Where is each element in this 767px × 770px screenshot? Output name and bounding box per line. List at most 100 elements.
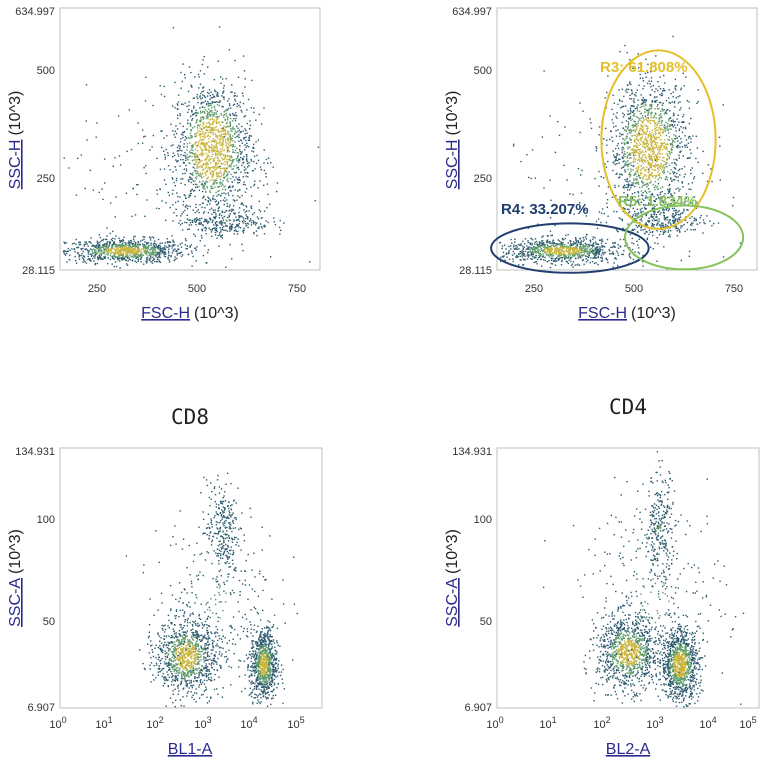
event-point	[140, 240, 142, 242]
event-point	[220, 167, 223, 170]
event-point	[150, 242, 152, 244]
event-point	[530, 246, 532, 249]
event-point	[183, 162, 186, 164]
event-point	[208, 221, 210, 223]
event-point	[126, 150, 128, 153]
event-point	[235, 112, 237, 114]
event-point	[649, 146, 651, 149]
event-point	[662, 88, 665, 90]
event-point	[189, 162, 191, 165]
event-point	[209, 208, 211, 211]
event-point	[634, 178, 637, 180]
event-point	[583, 254, 585, 256]
event-point	[515, 256, 517, 258]
event-point	[539, 256, 541, 258]
event-point	[627, 146, 629, 148]
event-point	[104, 182, 106, 184]
event-point	[253, 232, 255, 235]
event-point	[99, 255, 101, 258]
event-point	[208, 122, 211, 124]
event-point	[172, 105, 174, 107]
event-point	[564, 258, 566, 260]
event-point	[199, 219, 201, 222]
event-point	[629, 137, 631, 139]
event-point	[520, 251, 523, 253]
event-point	[513, 244, 515, 246]
event-point	[613, 102, 615, 104]
event-point	[676, 159, 678, 161]
event-point	[132, 248, 134, 250]
event-point	[148, 244, 150, 246]
event-point	[163, 168, 166, 170]
event-point	[661, 94, 664, 96]
event-point	[273, 217, 275, 219]
event-point	[633, 152, 635, 154]
event-point	[250, 221, 253, 224]
event-point	[155, 255, 157, 258]
event-point	[674, 137, 677, 140]
event-point	[661, 159, 663, 161]
event-point	[90, 253, 92, 255]
event-point	[129, 246, 132, 248]
event-point	[84, 187, 86, 190]
event-point	[202, 86, 205, 88]
event-point	[223, 110, 226, 112]
event-point	[124, 255, 126, 258]
event-point	[154, 260, 156, 263]
event-point	[660, 128, 663, 131]
event-point	[207, 112, 209, 114]
event-point	[225, 144, 227, 146]
event-point	[666, 109, 668, 112]
event-point	[201, 206, 203, 209]
event-point	[164, 242, 166, 244]
event-point	[198, 154, 201, 156]
event-point	[533, 256, 536, 258]
event-point	[678, 135, 680, 138]
event-point	[656, 122, 659, 124]
event-point	[223, 136, 225, 138]
y-tick-label: 250	[37, 173, 55, 185]
event-point	[643, 105, 645, 107]
event-point	[122, 253, 124, 255]
event-point	[527, 251, 529, 253]
event-point	[83, 245, 86, 247]
event-point	[609, 250, 611, 252]
event-point	[638, 157, 640, 159]
event-point	[582, 246, 585, 248]
event-point	[660, 116, 662, 119]
event-point	[251, 150, 253, 152]
event-point	[187, 179, 190, 181]
event-point	[143, 263, 145, 265]
event-point	[249, 135, 251, 137]
event-point	[205, 125, 208, 128]
event-point	[581, 246, 583, 248]
event-point	[117, 247, 119, 249]
event-point	[209, 179, 211, 182]
event-point	[195, 203, 197, 206]
event-point	[202, 121, 205, 124]
event-point	[683, 176, 685, 178]
event-point	[152, 246, 155, 249]
event-point	[638, 252, 641, 255]
event-point	[217, 117, 219, 120]
event-point	[227, 192, 229, 194]
event-point	[157, 238, 160, 241]
event-point	[557, 247, 559, 250]
event-point	[215, 113, 218, 115]
event-point	[163, 249, 165, 251]
event-point	[182, 136, 184, 139]
event-point	[693, 177, 695, 180]
event-point	[253, 111, 255, 114]
event-point	[632, 151, 634, 154]
event-point	[172, 240, 174, 243]
event-point	[521, 250, 524, 252]
event-point	[227, 142, 229, 144]
event-point	[653, 174, 656, 177]
event-point	[659, 150, 661, 152]
event-point	[531, 258, 533, 260]
event-point	[539, 252, 541, 255]
event-point	[223, 90, 225, 92]
event-point	[616, 112, 618, 114]
event-point	[202, 101, 205, 104]
event-point	[625, 186, 627, 189]
